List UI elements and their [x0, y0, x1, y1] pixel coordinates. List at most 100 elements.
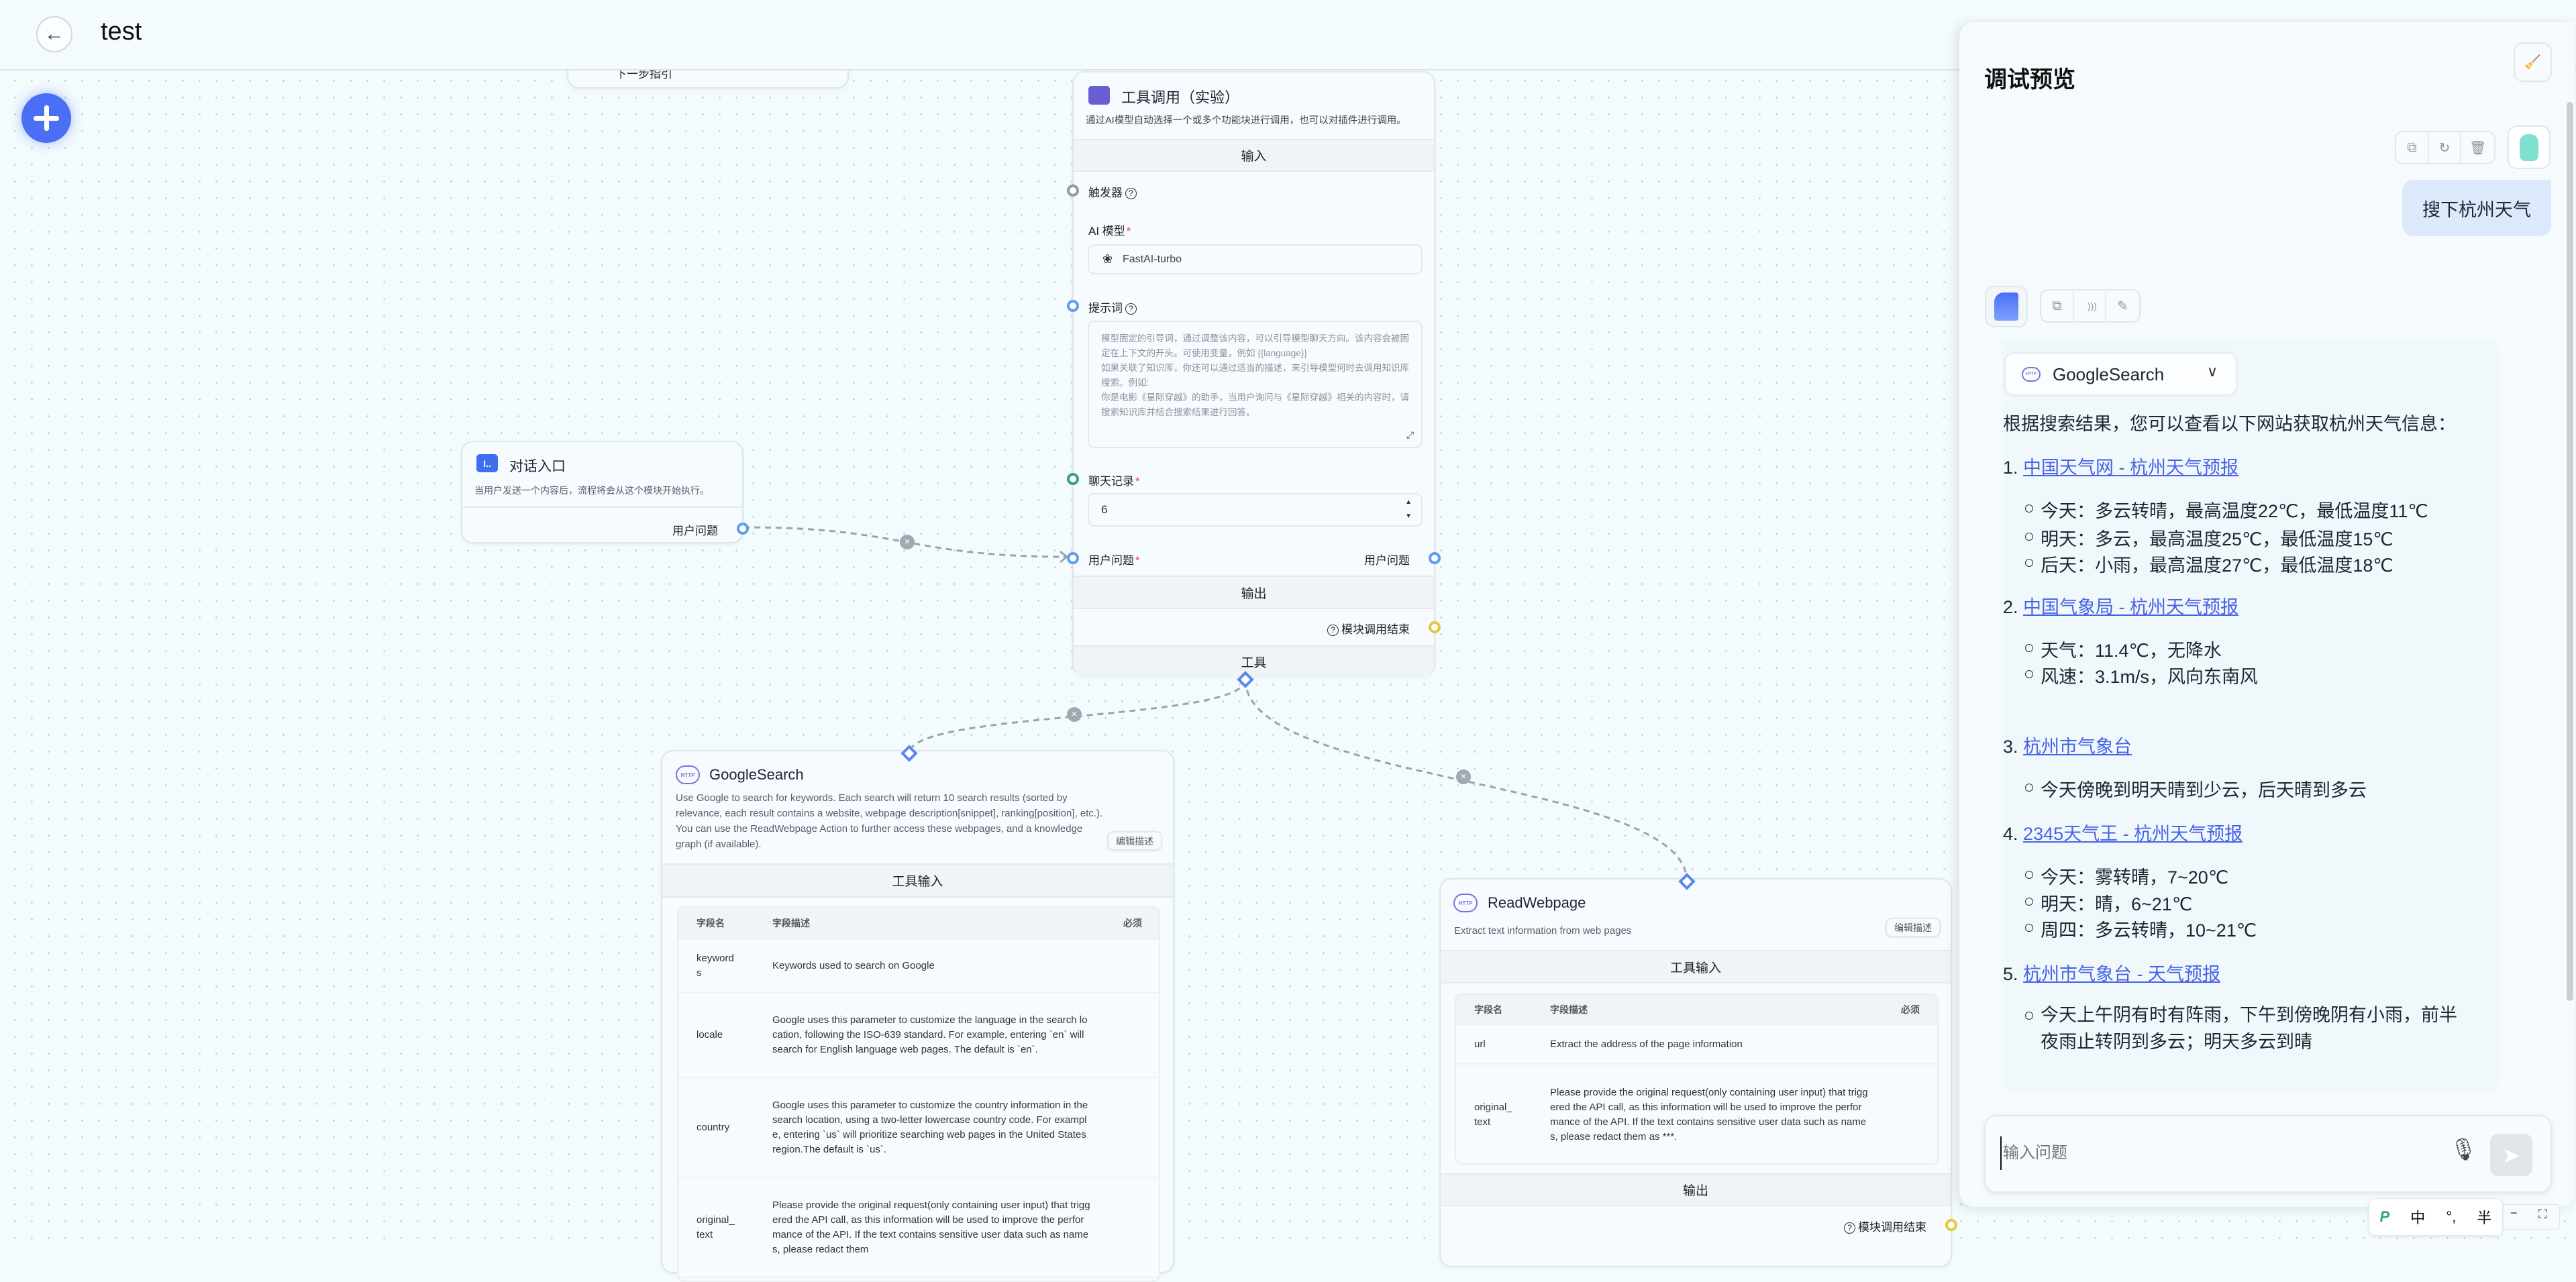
assistant-avatar — [1985, 286, 2028, 327]
microphone-icon[interactable]: 🎙 — [2450, 1137, 2477, 1161]
question-output-handle[interactable] — [1429, 552, 1441, 564]
bullet-icon — [2025, 504, 2033, 513]
result-link[interactable]: 中国气象局 - 杭州天气预报 — [2023, 597, 2239, 617]
ime-width[interactable]: 半 — [2477, 1210, 2492, 1226]
result-item: 1. 中国天气网 - 杭州天气预报 — [2003, 453, 2238, 479]
chat-input[interactable] — [2000, 1136, 2430, 1170]
prompt-textarea[interactable]: 模型固定的引导词，通过调整该内容，可以引导模型聊天方向。该内容会被固定在上下文的… — [1088, 321, 1423, 448]
history-handle[interactable] — [1067, 473, 1079, 485]
ime-punct[interactable]: °, — [2446, 1208, 2457, 1225]
result-link[interactable]: 杭州市气象台 — [2023, 737, 2132, 757]
required-mark: * — [1135, 554, 1140, 567]
field-description: Keywords used to search on Google — [772, 960, 935, 971]
copy-icon[interactable] — [2396, 132, 2429, 163]
edit-icon[interactable] — [2106, 290, 2139, 321]
table-row: original_text Please provide the origina… — [678, 1178, 1159, 1278]
question-input-handle[interactable] — [1067, 552, 1079, 564]
delete-edge-icon[interactable] — [1067, 707, 1082, 722]
finish-handle[interactable] — [1945, 1219, 1957, 1231]
help-icon[interactable] — [1844, 1222, 1855, 1234]
item-number: 1. — [2003, 458, 2018, 478]
add-node-button[interactable] — [21, 93, 71, 143]
output-handle[interactable] — [737, 523, 749, 535]
model-label: AI 模型 * — [1088, 221, 1131, 238]
retry-icon[interactable] — [2429, 132, 2462, 163]
copy-icon[interactable] — [2041, 290, 2074, 321]
zoom-out-icon[interactable]: − — [2510, 1206, 2518, 1220]
column-header: 字段描述 — [772, 918, 810, 928]
finish-label-text: 模块调用结束 — [1858, 1221, 1926, 1234]
bullet-icon — [2025, 670, 2033, 678]
fit-view-icon[interactable]: ⛶ — [2538, 1208, 2547, 1221]
assistant-message-bubble — [2002, 340, 2499, 1092]
help-icon[interactable] — [1125, 303, 1137, 315]
field-description: Google uses this parameter to customize … — [772, 1014, 1088, 1055]
delete-icon[interactable] — [2461, 132, 2494, 163]
read-webpage-node[interactable]: ReadWebpage Extract text information fro… — [1439, 878, 1957, 1267]
chat-input-box[interactable]: 🎙 ➤ — [1984, 1115, 2552, 1193]
column-header: 字段名 — [697, 918, 725, 928]
field-description: Please provide the original request(only… — [772, 1199, 1090, 1255]
history-number-input[interactable]: 6 ▲ ▼ — [1088, 493, 1423, 527]
tool-call-chip[interactable]: GoogleSearch ∨ — [2004, 352, 2237, 396]
model-select[interactable]: ❀ FastAI-turbo — [1088, 244, 1423, 274]
http-cloud-icon — [1453, 894, 1478, 912]
expand-icon[interactable]: ⤢ — [1406, 429, 1414, 440]
result-link[interactable]: 杭州市气象台 - 天气预报 — [2023, 964, 2221, 984]
edit-description-button[interactable]: 编辑描述 — [1107, 831, 1162, 851]
ime-toolbar[interactable]: P 中 °, 半 — [2369, 1198, 2503, 1236]
decrement-icon[interactable]: ▼ — [1405, 513, 1412, 520]
item-number: 5. — [2003, 964, 2018, 984]
help-icon[interactable] — [1125, 188, 1137, 200]
user-message-bubble: 搜下杭州天气 — [2402, 180, 2551, 236]
google-search-node[interactable]: GoogleSearch Use Google to search for ke… — [661, 750, 1174, 1282]
bullet-icon — [2025, 559, 2033, 567]
table-row: locale Google uses this parameter to cus… — [678, 994, 1159, 1078]
clear-chat-button[interactable] — [2514, 42, 2552, 82]
chevron-down-icon[interactable]: ∨ — [2207, 363, 2218, 380]
table-header: 字段名 字段描述 必须 — [678, 908, 1159, 940]
result-link[interactable]: 2345天气王 - 杭州天气预报 — [2023, 824, 2243, 844]
tool-input-table: 字段名 字段描述 必须 keywords Keywords used to se… — [677, 906, 1160, 1282]
tool-input-section-header: 工具输入 — [662, 863, 1173, 898]
back-button[interactable] — [36, 16, 72, 52]
result-detail: 风速：3.1m/s，风向东南风 — [2041, 667, 2259, 687]
panel-title: 调试预览 — [1984, 67, 2075, 93]
http-cloud-icon — [2022, 367, 2041, 382]
field-description: Extract the address of the page informat… — [1550, 1038, 1743, 1050]
required-mark: * — [1135, 475, 1140, 488]
help-icon[interactable] — [1327, 625, 1339, 637]
delete-edge-icon[interactable] — [1456, 769, 1471, 784]
question-label-text: 用户问题 — [1088, 554, 1134, 567]
read-aloud-icon[interactable] — [2074, 290, 2107, 321]
node-title: 下一步指引 — [615, 68, 672, 81]
scrollbar[interactable] — [2567, 102, 2573, 1001]
ime-logo-icon: P — [2379, 1208, 2390, 1225]
entry-icon: I.. — [476, 454, 498, 472]
result-link[interactable]: 中国天气网 - 杭州天气预报 — [2023, 458, 2239, 478]
increment-icon[interactable]: ▲ — [1405, 498, 1412, 506]
ime-mode[interactable]: 中 — [2410, 1210, 2426, 1226]
delete-edge-icon[interactable] — [900, 535, 915, 549]
send-button[interactable]: ➤ — [2490, 1134, 2532, 1176]
tool-call-node[interactable]: 工具调用（实验） 通过AI模型自动选择一个或多个功能块进行调用，也可以对插件进行… — [1067, 71, 1441, 676]
edit-description-button[interactable]: 编辑描述 — [1886, 918, 1941, 937]
question-output-label: 用户问题 — [1364, 554, 1410, 567]
result-detail: 明天：晴，6~21℃ — [2041, 894, 2193, 914]
finish-handle[interactable] — [1429, 621, 1441, 633]
result-detail: 天气：11.4℃，无降水 — [2041, 641, 2222, 661]
tool-input-section-header: 工具输入 — [1441, 950, 1951, 983]
trigger-handle[interactable] — [1067, 184, 1079, 197]
page-title: test — [101, 17, 142, 46]
table-header: 字段名 字段描述 必须 — [1456, 995, 1937, 1025]
required-mark: * — [1126, 225, 1131, 237]
bullet-icon — [2025, 898, 2033, 906]
prompt-label-text: 提示词 — [1088, 302, 1123, 315]
node-title: 对话入口 — [509, 459, 566, 474]
entry-node[interactable]: I.. 对话入口 当用户发送一个内容后，流程将会从这个模块开始执行。 用户问题 — [461, 441, 749, 543]
toolbox-icon — [1088, 86, 1110, 105]
result-item: 2. 中国气象局 - 杭州天气预报 — [2003, 592, 2238, 619]
history-value: 6 — [1101, 503, 1108, 516]
http-cloud-icon — [676, 765, 700, 784]
prompt-handle[interactable] — [1067, 300, 1079, 312]
